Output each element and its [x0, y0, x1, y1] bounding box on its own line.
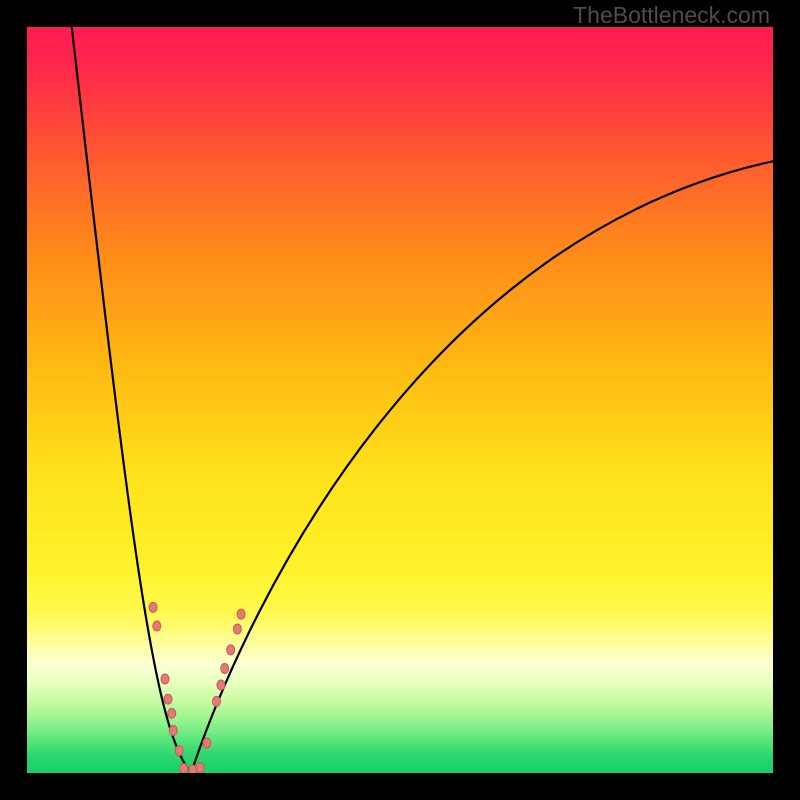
marker-left — [175, 746, 183, 756]
marker-right — [227, 645, 235, 655]
marker-right — [203, 738, 211, 748]
watermark-text: TheBottleneck.com — [573, 2, 770, 29]
plot-area — [27, 27, 773, 773]
marker-left — [161, 674, 169, 684]
marker-bottom — [180, 764, 188, 773]
marker-left — [149, 602, 157, 612]
marker-right — [237, 609, 245, 619]
marker-bottom — [196, 763, 204, 773]
marker-right — [212, 696, 220, 706]
marker-right — [233, 624, 241, 634]
marker-bottom — [189, 765, 197, 773]
marker-left — [153, 621, 161, 631]
curve-layer — [27, 27, 773, 773]
marker-left — [169, 725, 177, 735]
marker-left — [168, 708, 176, 718]
left-curve — [72, 27, 191, 773]
marker-left — [164, 694, 172, 704]
marker-right — [221, 664, 229, 674]
right-curve — [191, 161, 773, 773]
marker-right — [217, 680, 225, 690]
